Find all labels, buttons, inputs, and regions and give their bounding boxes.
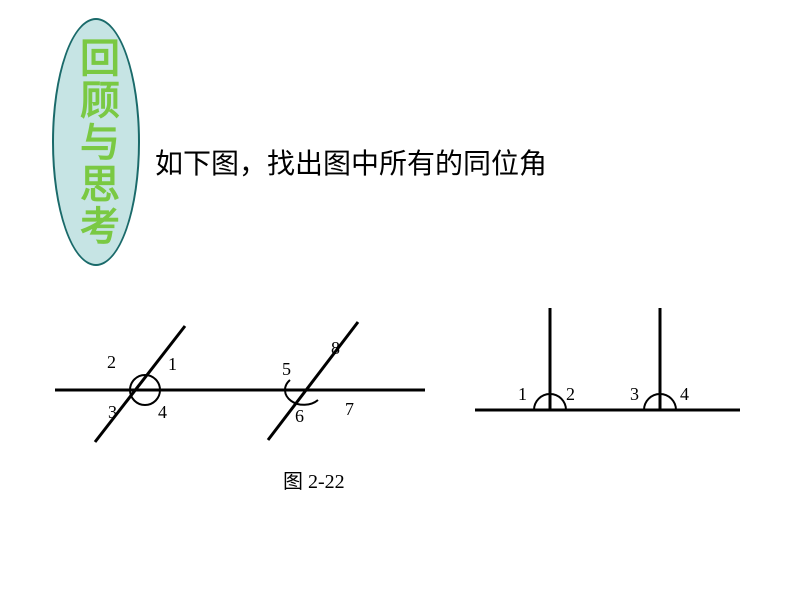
right-diagram: 1 2 3 4	[475, 308, 740, 410]
right-arc-b2	[660, 394, 676, 410]
right-arc-a1	[534, 394, 550, 410]
label-6: 6	[295, 406, 304, 426]
right-arc-a2	[550, 394, 566, 410]
left-diagram: 2 1 3 4 5 8 6 7	[55, 322, 425, 442]
label-4: 4	[158, 402, 167, 422]
label-2: 2	[107, 352, 116, 372]
figure-caption: 图 2-22	[283, 465, 345, 494]
badge-text: 回顾与思考	[76, 37, 116, 247]
review-badge: 回顾与思考	[52, 18, 140, 266]
left-transversal-b	[268, 322, 358, 440]
badge-ellipse: 回顾与思考	[52, 18, 140, 266]
diagram-container: 2 1 3 4 5 8 6 7 1 2 3 4	[50, 300, 750, 500]
rlabel-1: 1	[518, 384, 527, 404]
left-transversal-a	[95, 326, 185, 442]
right-arc-b1	[644, 394, 660, 410]
prompt-text: 如下图，找出图中所有的同位角	[155, 142, 547, 182]
rlabel-3: 3	[630, 384, 639, 404]
geometry-diagram: 2 1 3 4 5 8 6 7 1 2 3 4	[50, 300, 750, 470]
label-7: 7	[345, 399, 354, 419]
left-arc-b	[285, 380, 318, 405]
label-1: 1	[168, 354, 177, 374]
label-5: 5	[282, 359, 291, 379]
label-3: 3	[108, 402, 117, 422]
rlabel-4: 4	[680, 384, 689, 404]
label-8: 8	[331, 338, 340, 358]
rlabel-2: 2	[566, 384, 575, 404]
